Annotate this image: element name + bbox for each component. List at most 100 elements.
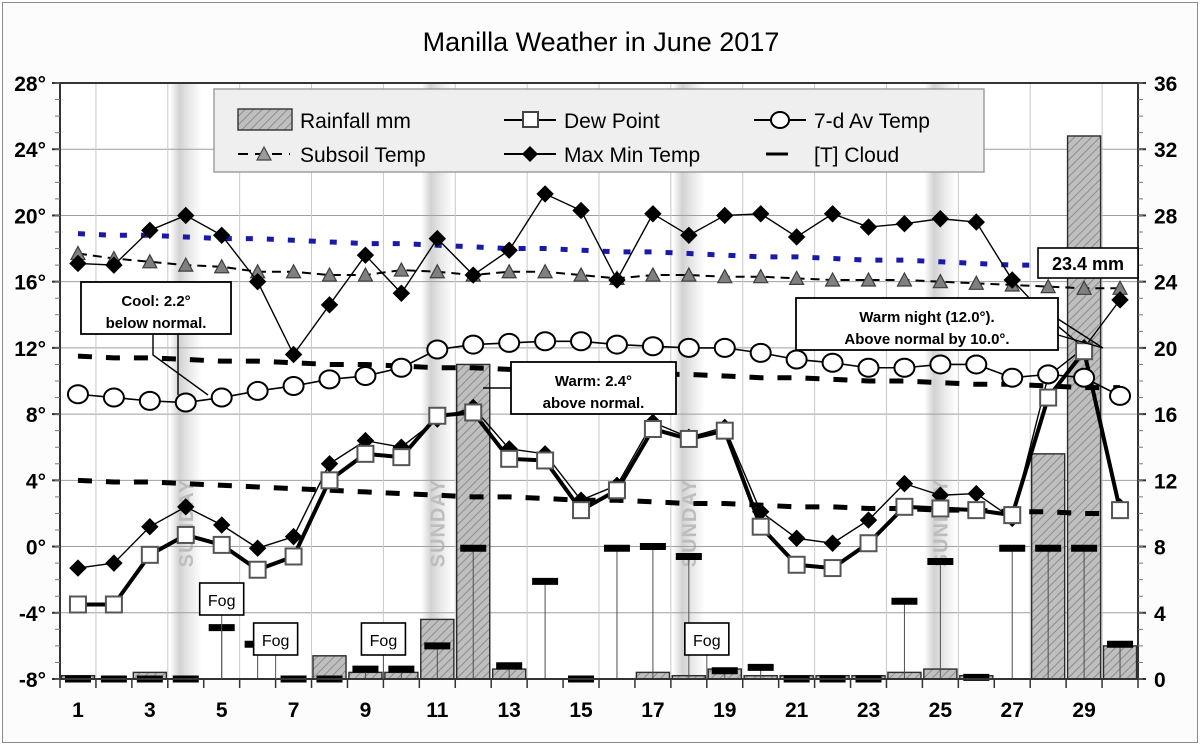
max-min-temp-marker <box>392 284 411 302</box>
subsoil-temp-marker <box>213 258 230 274</box>
fog-label-text: Fog <box>262 633 290 650</box>
avg-temp-marker <box>210 387 233 408</box>
avg-temp-marker <box>1001 367 1024 388</box>
max-min-temp-marker <box>464 266 482 284</box>
dew-point-marker <box>1039 388 1058 407</box>
y-axis-label-right: 0 <box>1154 669 1166 692</box>
annotation-warm-night-leader <box>1057 318 1104 349</box>
subsoil-temp-marker <box>285 263 302 279</box>
max-min-temp-marker <box>680 226 698 245</box>
max-min-temp-marker <box>284 527 303 546</box>
dew-point-marker <box>392 448 411 467</box>
annotation-rain-total-box <box>1037 247 1139 279</box>
subsoil-temp-marker <box>141 253 158 269</box>
annotation-cool-leader <box>152 334 209 396</box>
annotation-warm-night-text: Warm night (12.0°). <box>859 309 994 326</box>
legend-icon-circle-marker-line <box>770 111 790 129</box>
y-axis-label-left: 28° <box>14 73 46 96</box>
max-min-temp-marker <box>859 511 878 529</box>
avg-temp-marker <box>318 369 341 390</box>
dew-point-marker <box>284 547 303 566</box>
subsoil-temp-marker <box>357 266 374 282</box>
dew-point-marker <box>823 559 842 578</box>
legend-icon-diamond-marker-line <box>522 146 538 162</box>
max-min-temp-marker <box>608 271 626 289</box>
subsoil-temp-marker <box>537 263 554 279</box>
dew-point-marker <box>787 555 806 574</box>
fog-label-box <box>198 582 245 616</box>
fog-label-box <box>360 622 407 656</box>
y-axis-label-right: 28 <box>1154 205 1178 228</box>
annotation-warm-box <box>510 361 677 415</box>
x-axis-label: 23 <box>857 699 880 722</box>
legend-label-7d-av-temp: 7-d Av Temp <box>814 110 930 133</box>
subsoil-temp-marker <box>824 271 841 287</box>
max-min-temp-marker <box>177 206 195 225</box>
y-axis-label-left: 0° <box>26 537 46 560</box>
max-min-temp-marker <box>823 205 842 223</box>
avg-temp-marker <box>1109 385 1132 406</box>
subsoil-temp-marker <box>788 270 805 285</box>
avg-temp-marker <box>713 337 736 358</box>
max-min-temp-marker <box>787 529 806 547</box>
avg-temp-marker <box>498 332 521 353</box>
dew-point-marker <box>895 497 914 516</box>
dew-point-marker <box>464 403 483 422</box>
max-min-temp-marker <box>212 226 231 245</box>
max-min-temp-marker <box>967 213 986 231</box>
dew-point-marker <box>176 525 195 544</box>
x-axis-label: 11 <box>426 699 449 722</box>
subsoil-temp-line <box>77 252 1121 290</box>
sunday-band <box>169 83 202 679</box>
x-axis-label: 27 <box>1001 699 1024 722</box>
max-min-temp-marker <box>500 241 518 259</box>
subsoil-temp-marker <box>1076 280 1093 295</box>
avg-temp-marker <box>677 337 700 358</box>
max-min-temp-marker <box>895 474 914 493</box>
x-axis-label: 29 <box>1072 699 1095 722</box>
avg-temp-marker <box>821 352 844 373</box>
avg-temp-marker <box>102 387 125 408</box>
annotation-warm-text: above normal. <box>543 395 645 412</box>
subsoil-temp-marker <box>680 266 697 282</box>
avg-temp-marker <box>426 339 449 360</box>
subsoil-temp-marker <box>932 273 949 289</box>
subsoil-temp-marker <box>752 268 769 284</box>
fog-label-text: Fog <box>693 633 721 650</box>
dew-point-marker <box>428 406 447 425</box>
max-min-temp-marker <box>356 246 375 264</box>
annotation-warm-night-box <box>795 297 1059 351</box>
dew-point-marker <box>931 499 950 518</box>
y-axis-label-left: 20° <box>14 205 46 228</box>
y-axis-label-left: -8° <box>19 669 46 692</box>
legend-label-dew-point: Dew Point <box>564 110 660 133</box>
fog-label-box <box>252 622 299 656</box>
subsoil-temp-marker <box>177 256 194 272</box>
max-min-temp-marker <box>644 205 662 223</box>
max-min-temp-marker <box>1111 291 1129 309</box>
y-axis-label-left: 4° <box>26 470 46 493</box>
max-min-temp-marker <box>248 539 267 557</box>
normal-dashed-line-0 <box>77 353 1121 391</box>
y-axis-label-right: 20 <box>1154 338 1177 361</box>
x-axis-label: 21 <box>785 699 809 722</box>
legend-label-cloud: [T] Cloud <box>814 144 899 167</box>
dew-point-marker <box>1111 501 1130 520</box>
dew-point-marker <box>572 501 591 520</box>
avg-temp-marker <box>749 342 772 363</box>
sunday-band-label: SUNDAY <box>427 479 449 568</box>
legend-label-max-min-temp: Max Min Temp <box>564 144 700 167</box>
y-axis-label-right: 24 <box>1154 272 1178 295</box>
dew-point-marker <box>751 517 770 536</box>
max-min-temp-marker <box>105 256 123 274</box>
page-title: Manilla Weather in June 2017 <box>422 27 780 57</box>
legend-label-subsoil-temp: Subsoil Temp <box>300 144 426 167</box>
fog-label-text: Fog <box>208 593 236 610</box>
max-min-temp-marker <box>1003 271 1021 289</box>
dew-point-marker <box>967 501 986 520</box>
subsoil-temp-marker <box>501 263 518 279</box>
y-axis-label-left: 12° <box>14 338 46 361</box>
dew-point-marker <box>320 471 339 490</box>
avg-temp-marker <box>857 357 880 378</box>
legend-icon-triangle-marker-dashed-line <box>255 145 273 161</box>
